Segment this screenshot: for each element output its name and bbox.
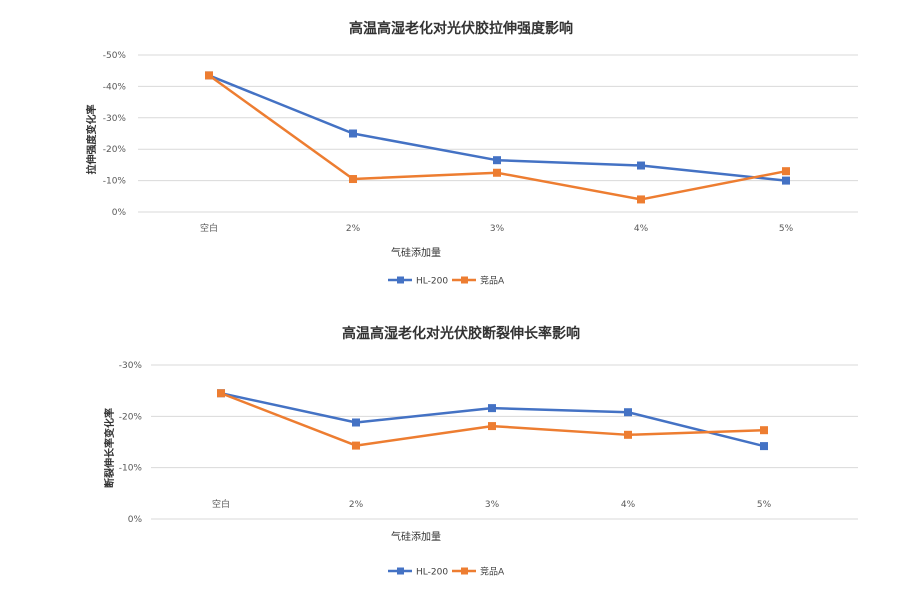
tensile-legend-marker <box>461 276 468 284</box>
elongation-y-axis-label: 断裂伸长率变化率 <box>103 408 116 488</box>
chart-tensile-strength-svg: 高温高湿老化对光伏胶拉伸强度影响 -50% -40% -30% -20% -10% 0% 空白… <box>85 20 858 287</box>
tensile-y-tick-label: -20% <box>103 145 127 155</box>
tensile-series-2-point <box>782 167 790 176</box>
elongation-x-axis-label: 气硅添加量 <box>391 530 441 543</box>
elongation-x-tick-label: 2% <box>349 500 364 510</box>
elongation-legend-item-1: HL-200 <box>388 567 448 578</box>
elongation-y-tick-label: -10% <box>119 464 143 474</box>
elongation-chart-title: 高温高湿老化对光伏胶断裂伸长率影响 <box>342 325 580 342</box>
elongation-y-tick-label: -20% <box>119 412 143 422</box>
elongation-series-2-point <box>760 426 768 435</box>
tensile-series-2-point <box>349 175 357 184</box>
tensile-series-2-point <box>205 71 213 80</box>
elongation-legend-label: HL-200 <box>416 568 448 578</box>
tensile-series-2-point <box>637 195 645 204</box>
tensile-x-tick-label: 4% <box>634 224 649 234</box>
elongation-x-tick-label: 4% <box>621 500 636 510</box>
elongation-series-line-1 <box>220 392 765 448</box>
elongation-series-2-point <box>488 422 496 431</box>
tensile-y-tick-label: 0% <box>112 208 127 218</box>
tensile-legend-marker <box>397 276 404 284</box>
elongation-x-tick-label: 3% <box>485 500 500 510</box>
elongation-legend-label: 竞品A <box>480 566 505 578</box>
tensile-series-line-1 <box>208 74 787 182</box>
elongation-x-tick-label: 5% <box>757 500 772 510</box>
elongation-series-1-point <box>488 404 496 413</box>
elongation-series-2-point <box>217 389 225 398</box>
tensile-x-tick-label: 空白 <box>200 222 218 234</box>
elongation-series-1-point <box>760 442 768 451</box>
tensile-y-tick-label: -40% <box>103 82 127 92</box>
tensile-x-tick-label: 5% <box>779 224 794 234</box>
elongation-legend-marker <box>397 567 404 575</box>
tensile-x-tick-label: 2% <box>346 224 361 234</box>
tensile-y-tick-label: -30% <box>103 114 127 124</box>
elongation-legend-item-2: 竞品A <box>452 566 505 578</box>
tensile-chart-title: 高温高湿老化对光伏胶拉伸强度影响 <box>349 20 573 37</box>
tensile-series-1-point <box>349 129 357 138</box>
tensile-series-2-point <box>493 168 501 177</box>
tensile-series-1-point <box>637 161 645 170</box>
tensile-x-tick-label: 3% <box>490 224 505 234</box>
elongation-series-1-point <box>624 408 632 417</box>
elongation-y-tick-label: 0% <box>128 515 143 525</box>
elongation-series-2-point <box>624 430 632 439</box>
chart-elongation: 高温高湿老化对光伏胶断裂伸长率影响 -30% -20% -10% 0% 空白 2% 3% 4% 5… <box>0 312 922 594</box>
tensile-legend-label: HL-200 <box>416 277 448 287</box>
elongation-x-tick-label: 空白 <box>212 498 230 510</box>
tensile-legend-item-2: 竞品A <box>452 275 505 287</box>
elongation-series-2-point <box>352 441 360 450</box>
tensile-legend-item-1: HL-200 <box>388 276 448 287</box>
tensile-legend-label: 竞品A <box>480 275 505 287</box>
tensile-x-axis-label: 气硅添加量 <box>391 246 441 259</box>
chart-tensile-strength: 高温高湿老化对光伏胶拉伸强度影响 -50% -40% -30% -20% -10% 0% 空白… <box>85 20 858 287</box>
tensile-y-axis-label: 拉伸强度变化率 <box>85 105 98 175</box>
tensile-y-tick-label: -10% <box>103 177 127 187</box>
tensile-series-1-point <box>782 176 790 185</box>
elongation-series-1-point <box>352 418 360 427</box>
tensile-y-tick-label: -50% <box>103 51 127 61</box>
elongation-legend-marker <box>461 567 468 575</box>
elongation-series-line-2 <box>220 392 765 447</box>
tensile-series-1-point <box>493 156 501 165</box>
elongation-y-tick-label: -30% <box>119 361 143 371</box>
chart-elongation-svg: 高温高湿老化对光伏胶断裂伸长率影响 -30% -20% -10% 0% 空白 2% 3% 4% 5… <box>103 325 858 578</box>
